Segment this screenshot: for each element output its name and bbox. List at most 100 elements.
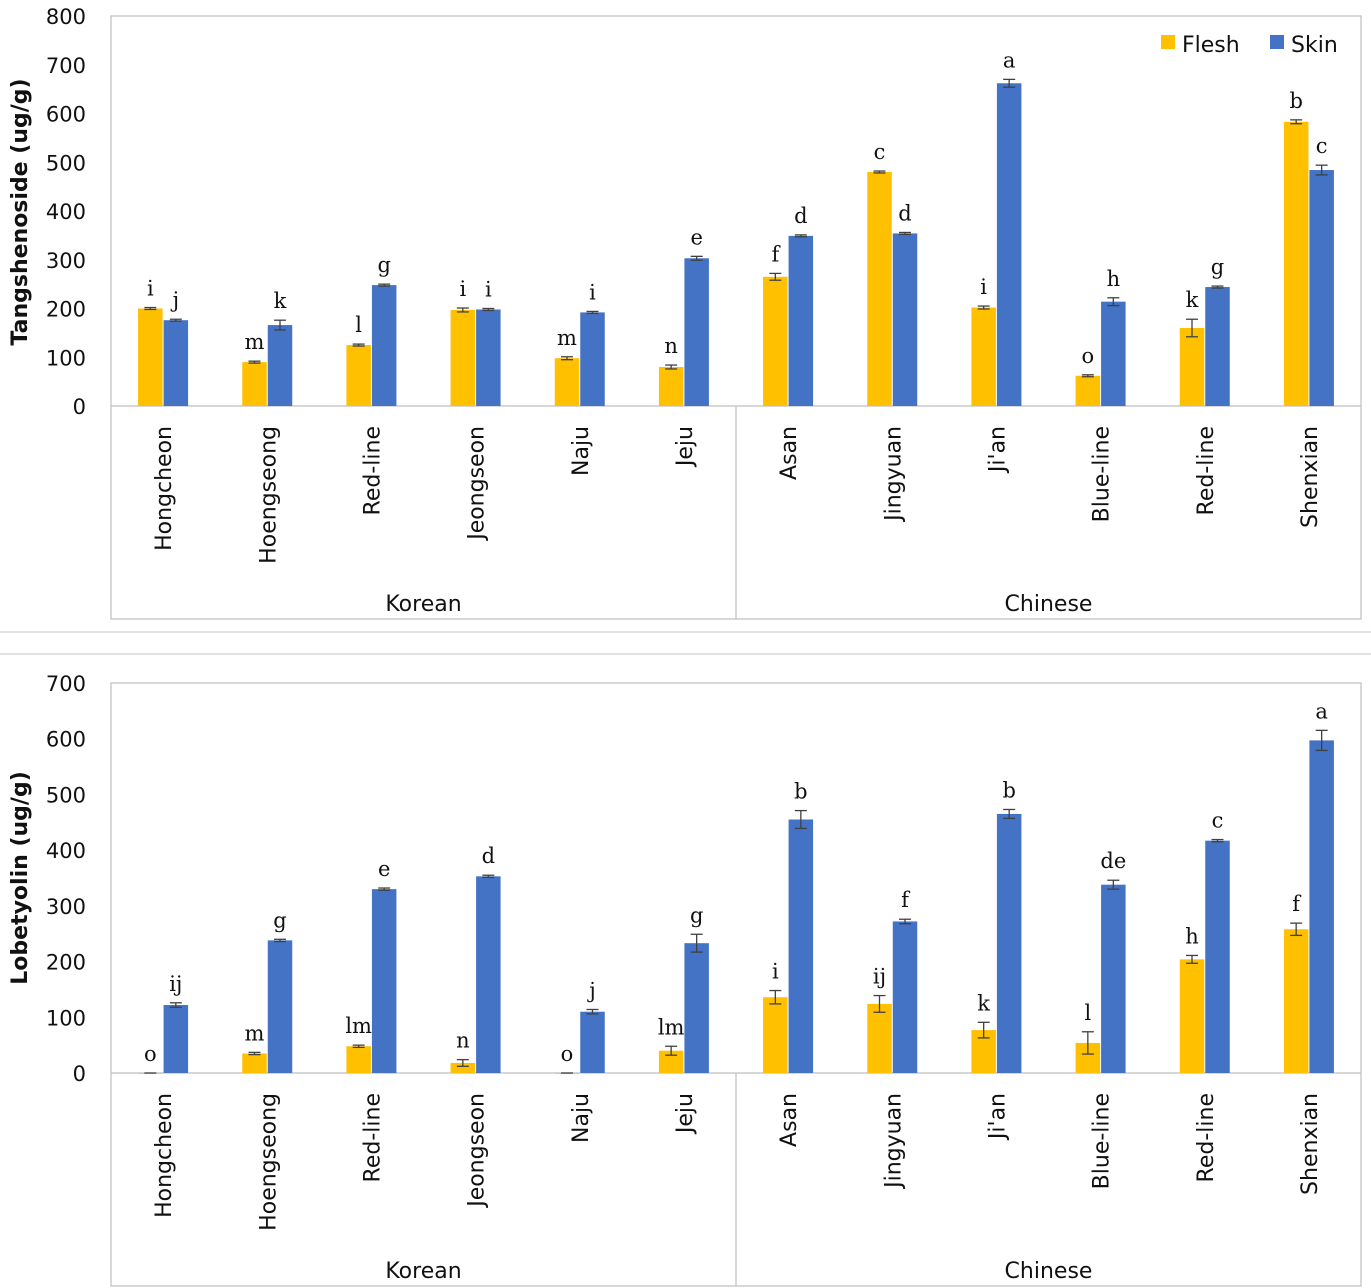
group-label: Korean bbox=[385, 592, 461, 617]
significance-letter: i bbox=[485, 278, 492, 302]
significance-letter: o bbox=[561, 1042, 574, 1066]
flesh-bar bbox=[1179, 328, 1205, 406]
flesh-bar bbox=[138, 308, 163, 406]
skin-bar bbox=[1205, 287, 1230, 406]
significance-letter: c bbox=[1316, 134, 1328, 158]
y-tick-label: 400 bbox=[46, 839, 86, 863]
y-tick-label: 600 bbox=[46, 728, 86, 752]
category-label: Hongcheon bbox=[152, 1093, 177, 1218]
y-tick-label: 700 bbox=[46, 672, 86, 696]
significance-letter: c bbox=[1212, 809, 1224, 833]
skin-bar bbox=[684, 258, 709, 406]
category-label: Jingyuan bbox=[881, 426, 906, 523]
category-label: Ji'an bbox=[985, 1093, 1010, 1141]
significance-letter: a bbox=[1003, 48, 1016, 72]
significance-letter: l bbox=[1084, 1001, 1091, 1025]
significance-letter: g bbox=[273, 908, 286, 932]
flesh-bar bbox=[554, 358, 580, 406]
significance-letter: o bbox=[144, 1042, 157, 1066]
significance-letter: lm bbox=[345, 1014, 372, 1038]
significance-letter: j bbox=[170, 288, 180, 312]
legend-label-flesh: Flesh bbox=[1182, 33, 1240, 58]
skin-bar bbox=[163, 320, 189, 406]
y-tick-label: 100 bbox=[46, 346, 86, 370]
skin-bar bbox=[1101, 884, 1126, 1073]
skin-bar bbox=[996, 813, 1022, 1073]
significance-letter: c bbox=[874, 140, 886, 164]
category-label: Hongcheon bbox=[152, 426, 177, 551]
flesh-bar bbox=[1283, 121, 1309, 406]
category-label: Shenxian bbox=[1298, 1093, 1323, 1195]
significance-letter: k bbox=[977, 991, 990, 1015]
significance-letter: n bbox=[456, 1029, 470, 1053]
significance-letter: d bbox=[898, 201, 911, 225]
category-label: Naju bbox=[569, 426, 594, 476]
significance-letter: m bbox=[557, 326, 577, 350]
tangshenoside-chart: Korean Chinese 0 100 200 300 400 500 600 700 800 Ta… bbox=[8, 5, 1362, 620]
flesh-bar bbox=[971, 307, 996, 406]
flesh-bar bbox=[450, 309, 476, 406]
category-label: Red-line bbox=[1194, 426, 1219, 515]
skin-bar bbox=[996, 83, 1022, 407]
y-tick-label: 300 bbox=[46, 249, 86, 273]
group-label: Chinese bbox=[1005, 1259, 1093, 1284]
flesh-bar bbox=[763, 997, 788, 1073]
significance-letter: m bbox=[245, 330, 265, 354]
y-tick-label: 400 bbox=[46, 200, 86, 224]
y-tick-label: 800 bbox=[46, 5, 86, 29]
category-label: Hoengseong bbox=[256, 1093, 281, 1231]
significance-letter: i bbox=[772, 960, 779, 984]
significance-letter: k bbox=[1186, 288, 1199, 312]
lobetyolin-chart: Korean Chinese 0 100 200 300 400 500 600 700 Lobet… bbox=[8, 672, 1362, 1287]
significance-letter: b bbox=[1289, 89, 1302, 113]
significance-letter: ij bbox=[169, 972, 182, 996]
significance-letter: i bbox=[980, 275, 987, 299]
significance-letter: g bbox=[690, 903, 703, 927]
y-tick-label: 0 bbox=[73, 395, 86, 419]
legend-swatch-flesh bbox=[1161, 35, 1175, 49]
significance-letter: f bbox=[771, 242, 781, 266]
skin-bar bbox=[788, 235, 814, 406]
y-axis-label: Tangshenoside (ug/g) bbox=[8, 78, 33, 345]
legend: Flesh Skin bbox=[1161, 33, 1338, 58]
category-label: Red-line bbox=[360, 426, 385, 515]
skin-bar bbox=[1205, 840, 1230, 1073]
category-label: Red-line bbox=[360, 1093, 385, 1182]
significance-letter: a bbox=[1315, 699, 1328, 723]
skin-bar bbox=[371, 285, 397, 406]
significance-letter: n bbox=[664, 334, 678, 358]
category-label: Red-line bbox=[1194, 1093, 1219, 1182]
skin-bar bbox=[476, 309, 501, 406]
significance-letter: i bbox=[589, 280, 596, 304]
y-tick-label: 100 bbox=[46, 1006, 86, 1030]
significance-letter: e bbox=[378, 857, 390, 881]
y-tick-label: 600 bbox=[46, 103, 86, 127]
flesh-bar bbox=[346, 1046, 371, 1073]
group-label: Chinese bbox=[1005, 592, 1093, 617]
skin-bar bbox=[788, 819, 814, 1073]
group-label: Korean bbox=[385, 1259, 461, 1284]
skin-bar bbox=[580, 312, 605, 406]
skin-bar bbox=[163, 1005, 189, 1073]
significance-letter: b bbox=[1002, 778, 1015, 802]
y-tick-label: 200 bbox=[46, 951, 86, 975]
flesh-bar bbox=[1283, 929, 1309, 1073]
flesh-bar bbox=[346, 345, 371, 406]
skin-bar bbox=[267, 940, 293, 1073]
flesh-bar bbox=[1179, 959, 1205, 1073]
significance-letter: ij bbox=[873, 965, 886, 989]
skin-bar bbox=[476, 876, 501, 1073]
significance-letter: e bbox=[690, 225, 702, 249]
skin-bar bbox=[1309, 170, 1334, 406]
significance-letter: h bbox=[1185, 924, 1199, 948]
flesh-bar bbox=[242, 1053, 267, 1073]
category-label: Blue-line bbox=[1090, 1093, 1115, 1189]
y-tick-label: 500 bbox=[46, 151, 86, 175]
category-label: Hoengseong bbox=[256, 426, 281, 564]
skin-bar bbox=[371, 889, 397, 1073]
category-label: Asan bbox=[777, 1093, 802, 1147]
significance-letter: j bbox=[586, 978, 596, 1002]
significance-letter: o bbox=[1082, 344, 1095, 368]
significance-letter: m bbox=[245, 1021, 265, 1045]
significance-letter: i bbox=[459, 277, 466, 301]
